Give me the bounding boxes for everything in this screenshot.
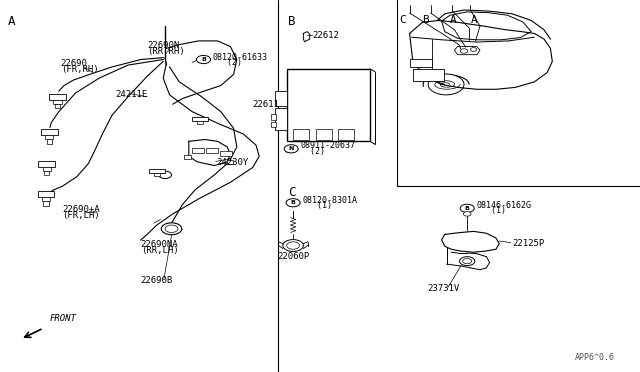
- Text: 22125P: 22125P: [512, 239, 544, 248]
- Text: 22690B: 22690B: [141, 276, 173, 285]
- Text: 08120-61633: 08120-61633: [212, 53, 268, 62]
- Circle shape: [286, 199, 300, 207]
- Circle shape: [470, 48, 477, 51]
- Text: B: B: [465, 206, 470, 211]
- Bar: [206, 148, 218, 153]
- Circle shape: [463, 212, 471, 216]
- Bar: [38, 161, 55, 167]
- Bar: [227, 160, 233, 164]
- Circle shape: [165, 225, 178, 232]
- Circle shape: [460, 257, 475, 266]
- Bar: [47, 139, 52, 144]
- Text: 22060P: 22060P: [277, 252, 309, 261]
- Text: C: C: [288, 186, 296, 199]
- Text: B: B: [422, 15, 429, 25]
- Bar: [275, 108, 287, 130]
- Bar: [43, 167, 51, 171]
- Text: 24211E: 24211E: [115, 90, 147, 99]
- Bar: [41, 129, 58, 135]
- Text: B: B: [201, 57, 206, 62]
- Text: 22611: 22611: [252, 100, 279, 109]
- Text: (FR,RH): (FR,RH): [61, 65, 99, 74]
- Bar: [191, 117, 208, 121]
- Text: 08146-6162G: 08146-6162G: [476, 201, 531, 210]
- Text: (2): (2): [300, 147, 325, 155]
- Bar: [54, 100, 61, 104]
- Text: A: A: [8, 15, 15, 28]
- Bar: [148, 169, 165, 173]
- Text: (FR,LH): (FR,LH): [62, 211, 100, 220]
- Text: 08120-8301A: 08120-8301A: [302, 196, 357, 205]
- Bar: [271, 114, 276, 120]
- Circle shape: [161, 223, 182, 235]
- Text: A: A: [470, 15, 477, 25]
- Bar: [38, 192, 54, 197]
- Bar: [49, 94, 66, 100]
- Text: (RR,RH): (RR,RH): [147, 47, 185, 56]
- Bar: [220, 151, 232, 156]
- Circle shape: [283, 240, 303, 251]
- Text: (1): (1): [302, 201, 332, 210]
- Circle shape: [159, 171, 172, 179]
- Text: A: A: [450, 15, 457, 25]
- Text: APP6^0.6: APP6^0.6: [575, 353, 615, 362]
- Bar: [197, 121, 202, 124]
- Bar: [44, 201, 49, 206]
- Text: 22690: 22690: [61, 60, 88, 68]
- Circle shape: [463, 259, 472, 264]
- Text: (RR,LH): (RR,LH): [141, 246, 179, 255]
- Bar: [184, 155, 191, 159]
- Circle shape: [428, 74, 464, 95]
- Text: 08911-20637: 08911-20637: [300, 141, 355, 150]
- Bar: [44, 171, 49, 176]
- Text: (1): (1): [476, 206, 506, 215]
- Text: B: B: [288, 15, 296, 28]
- Text: 22690N: 22690N: [147, 41, 179, 50]
- Circle shape: [287, 242, 300, 249]
- Text: 23731V: 23731V: [428, 284, 460, 293]
- Text: 22612: 22612: [312, 31, 339, 40]
- Bar: [316, 129, 332, 140]
- Text: 24230Y: 24230Y: [216, 158, 248, 167]
- Bar: [154, 173, 160, 176]
- Text: (2): (2): [212, 58, 243, 67]
- Bar: [45, 135, 53, 139]
- Text: N: N: [289, 146, 294, 151]
- Circle shape: [460, 204, 474, 212]
- Text: FRONT: FRONT: [50, 314, 77, 323]
- Circle shape: [196, 55, 211, 64]
- Text: C: C: [399, 15, 406, 25]
- Bar: [271, 122, 276, 127]
- Bar: [42, 197, 50, 201]
- Bar: [55, 104, 60, 109]
- Bar: [413, 69, 444, 81]
- Bar: [293, 129, 309, 140]
- Bar: [338, 129, 354, 140]
- Bar: [192, 148, 204, 153]
- Text: B: B: [291, 200, 296, 205]
- Bar: [287, 69, 370, 141]
- Circle shape: [460, 49, 468, 53]
- Text: 22690+A: 22690+A: [62, 205, 100, 214]
- Bar: [410, 59, 432, 67]
- Circle shape: [284, 145, 298, 153]
- Bar: [275, 91, 287, 106]
- Text: 22690NA: 22690NA: [141, 240, 179, 249]
